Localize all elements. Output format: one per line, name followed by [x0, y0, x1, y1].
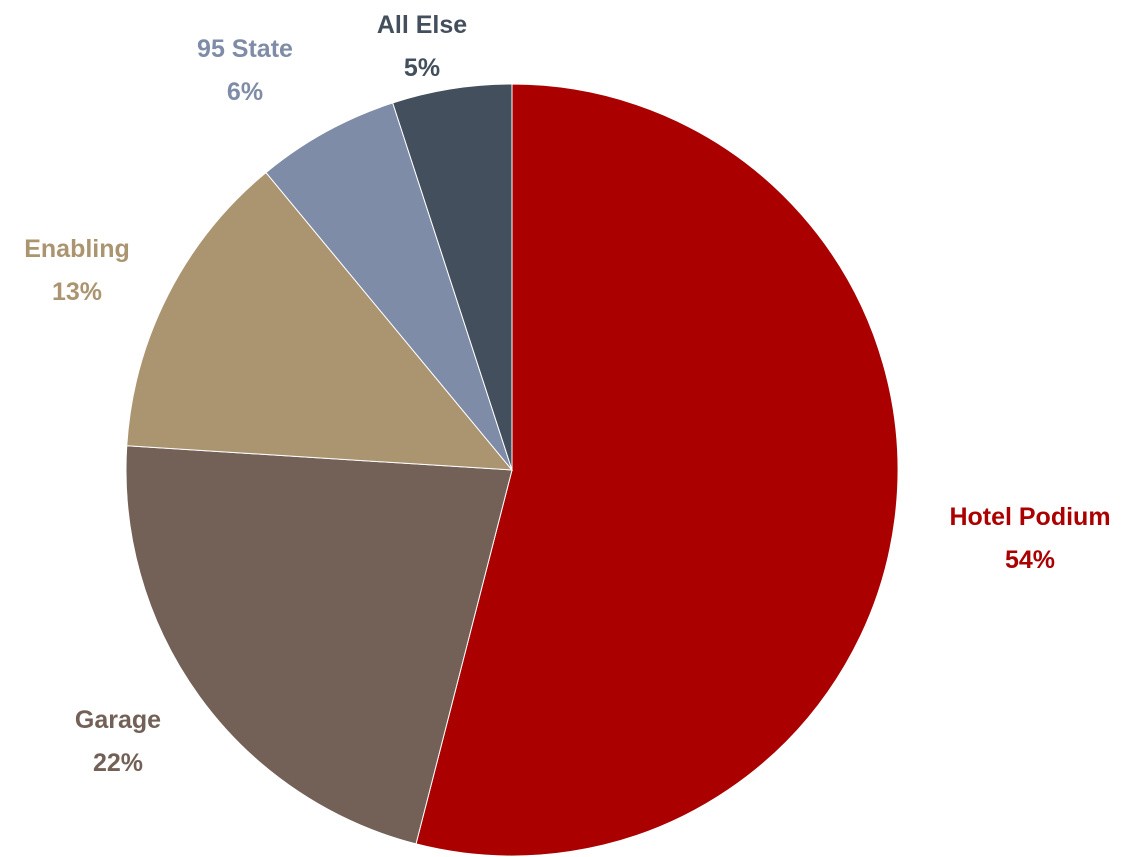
slice-percent-garage: 22%	[93, 749, 143, 777]
slice-label-all-else: All Else	[377, 11, 467, 39]
slice-percent-all-else: 5%	[404, 54, 440, 82]
slice-percent-enabling: 13%	[52, 278, 102, 306]
slice-label-95-state: 95 State	[197, 35, 293, 63]
slice-percent-hotel-podium: 54%	[1005, 546, 1055, 574]
pie-slice-enabling	[126, 171, 514, 471]
slice-percent-95-state: 6%	[227, 78, 263, 106]
pie-slice-all-else	[392, 83, 513, 471]
pie-labels: Hotel Podium 54% Garage 22% Enabling 13% 95 St…	[24, 11, 1110, 777]
slice-label-garage: Garage	[75, 706, 161, 734]
pie-slice-hotel-podium	[415, 83, 899, 857]
pie-slice-95-state	[265, 102, 513, 471]
slice-label-hotel-podium: Hotel Podium	[949, 503, 1110, 531]
pie-slice-garage	[125, 445, 513, 845]
pie-slices	[125, 83, 899, 857]
slice-label-enabling: Enabling	[24, 235, 130, 263]
